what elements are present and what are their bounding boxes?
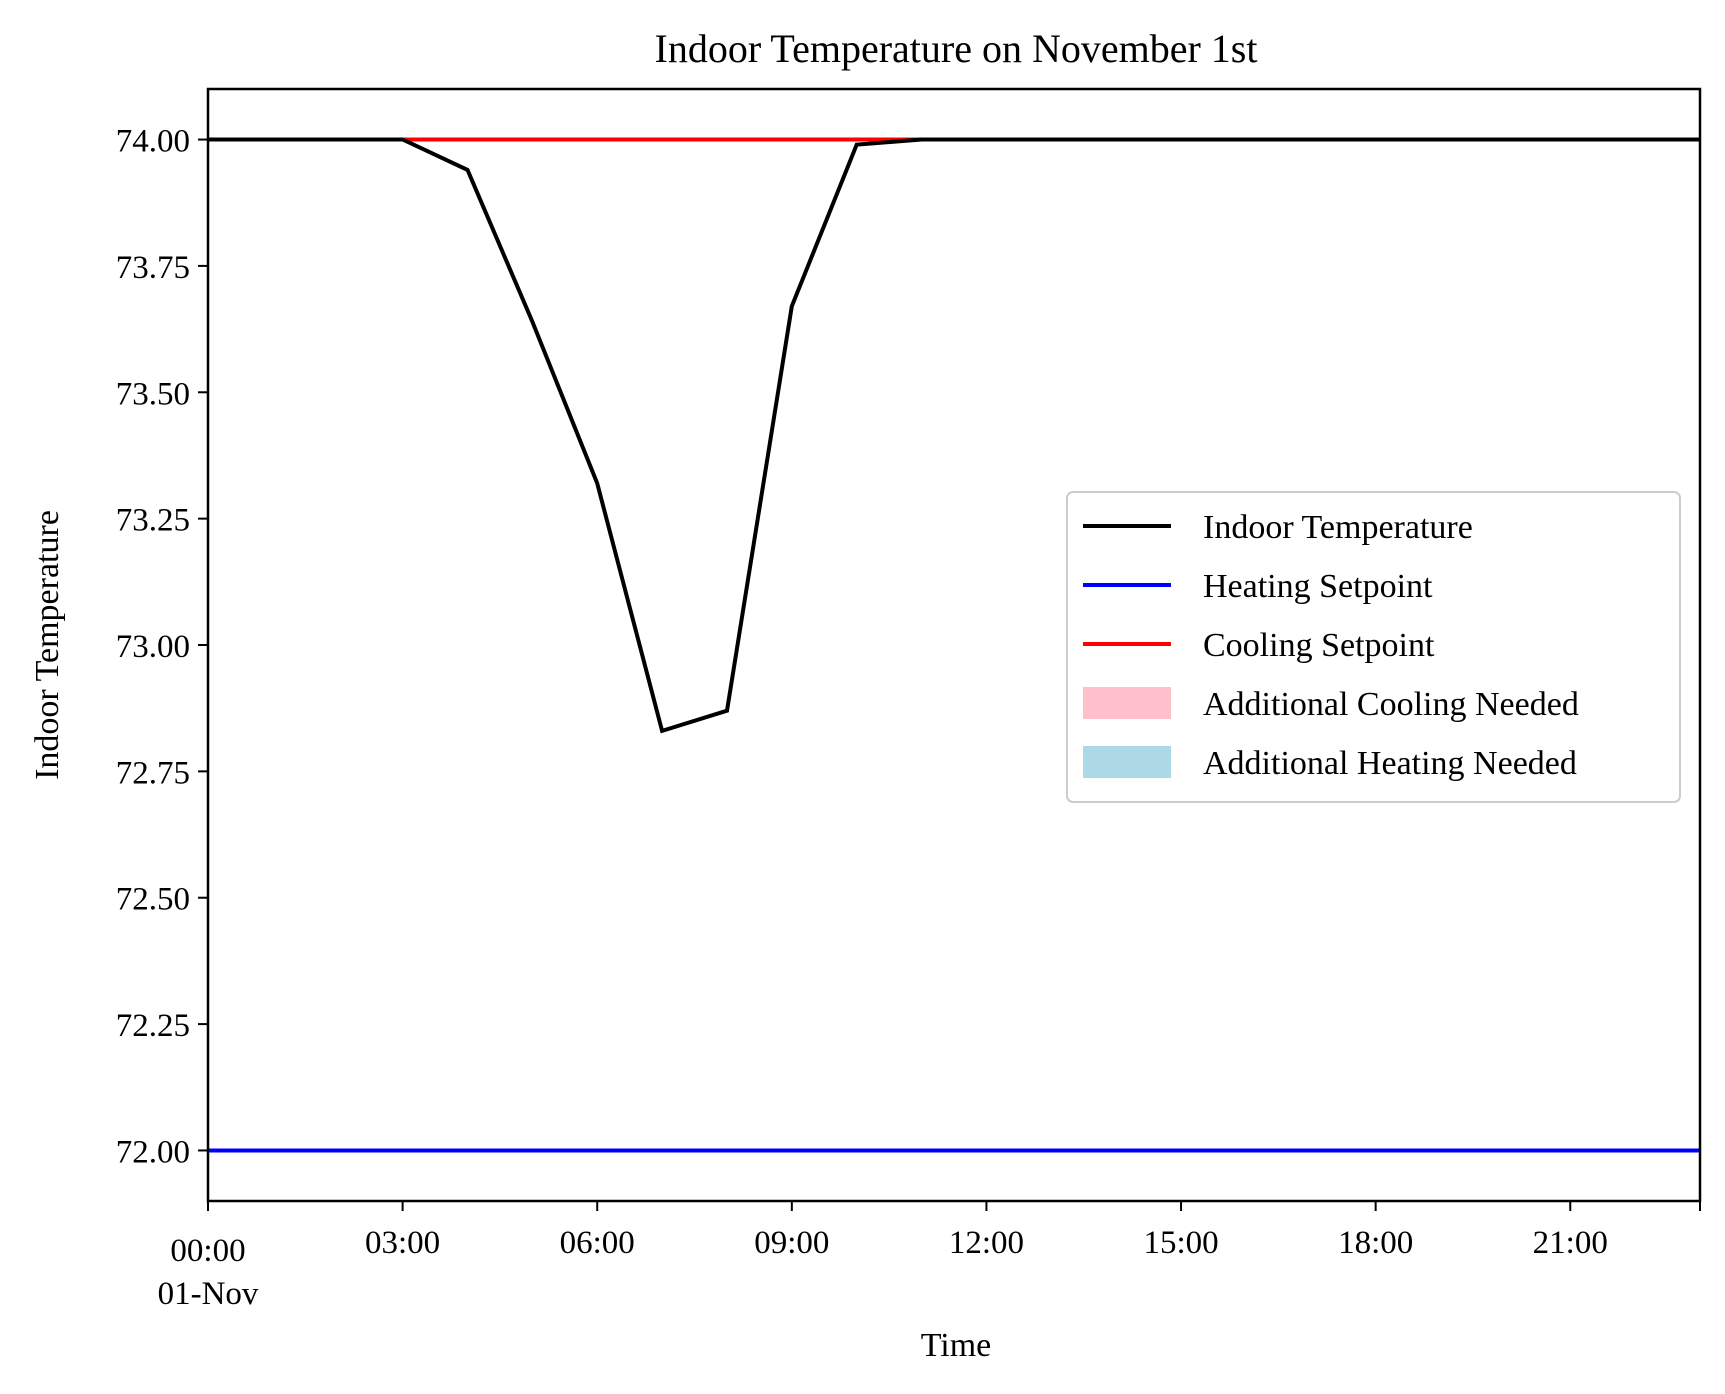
y-tick-label: 73.00 [116,629,190,665]
legend-label-additional-heating-needed: Additional Heating Needed [1203,745,1577,782]
legend-label-additional-cooling-needed: Additional Cooling Needed [1203,686,1579,723]
chart-title: Indoor Temperature on November 1st [655,26,1258,71]
y-tick-label: 73.50 [116,376,190,412]
x-tick-label: 21:00 [1533,1225,1608,1261]
legend-label-cooling-setpoint: Cooling Setpoint [1203,627,1435,664]
legend-label-indoor-temperature: Indoor Temperature [1203,509,1473,546]
series-line-indoor-temperature [208,137,1700,734]
x-tick-sublabel: 01-Nov [158,1276,259,1312]
x-tick-label: 15:00 [1143,1225,1218,1261]
legend-label-heating-setpoint: Heating Setpoint [1203,568,1433,605]
x-tick-label: 12:00 [949,1225,1024,1261]
series-layer [208,137,1700,1153]
x-tick-label: 03:00 [365,1225,440,1261]
y-tick-label: 72.50 [116,882,190,918]
y-tick-label: 72.75 [116,755,190,791]
y-tick-label: 72.25 [116,1008,190,1044]
ticks-layer: 72.00 72.25 72.50 72.75 73.00 73.25 73.50 73.75… [116,124,1701,1312]
y-tick-label: 73.75 [116,250,190,286]
legend-swatch-additional-cooling-needed [1083,687,1171,719]
legend: Indoor Temperature Heating Setpoint Coolin… [1066,491,1681,803]
legend-swatch-additional-heating-needed [1083,746,1171,778]
y-axis-label: Indoor Temperature [29,510,66,780]
x-tick-label: 00:00 [170,1233,245,1269]
y-tick-label: 73.25 [116,503,190,539]
x-tick-label: 06:00 [560,1225,635,1261]
x-axis-label: Time [921,1327,992,1364]
legend-box [1066,491,1681,803]
y-tick-label: 74.00 [116,124,190,160]
x-tick-label: 09:00 [754,1225,829,1261]
y-tick-label: 72.00 [116,1134,190,1170]
x-tick-label: 18:00 [1338,1225,1413,1261]
